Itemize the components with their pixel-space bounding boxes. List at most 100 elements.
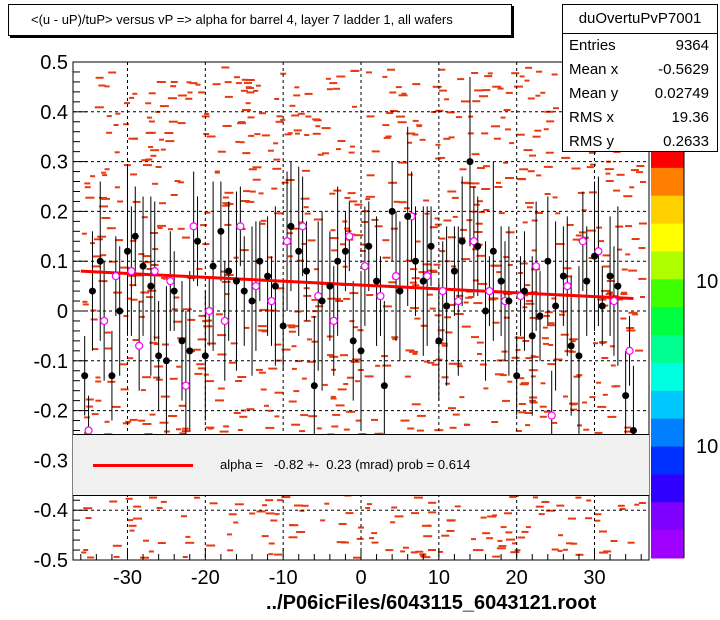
hist-cell — [631, 238, 640, 240]
hist-cell — [99, 205, 108, 208]
open-marker — [625, 346, 634, 355]
hist-cell — [365, 507, 371, 509]
hist-cell — [92, 348, 99, 351]
hist-cell — [237, 429, 243, 431]
hist-cell — [446, 530, 455, 532]
hist-cell — [405, 349, 415, 352]
hist-cell — [217, 353, 227, 356]
hist-cell — [476, 549, 484, 552]
hist-cell — [543, 128, 549, 131]
hist-cell — [626, 329, 636, 332]
filled-marker — [162, 357, 170, 365]
hist-cell — [343, 297, 351, 300]
hist-cell — [146, 296, 154, 299]
hist-cell — [487, 515, 497, 518]
x-tick-label: 20 — [506, 567, 528, 589]
hist-cell — [289, 227, 299, 230]
hist-cell — [246, 91, 255, 94]
open-marker — [391, 272, 401, 281]
hist-cell — [621, 291, 627, 294]
y-tick-label: 0.4 — [40, 102, 68, 124]
hist-cell — [510, 551, 520, 554]
palette-swatch — [651, 279, 684, 308]
hist-cell — [91, 265, 101, 268]
hist-cell — [605, 180, 614, 182]
hist-cell — [155, 166, 162, 168]
hist-cell — [316, 427, 322, 430]
hist-cell — [101, 171, 107, 174]
filled-marker — [88, 287, 96, 295]
hist-cell — [544, 193, 551, 195]
hist-cell — [97, 235, 107, 238]
hist-cell — [610, 540, 618, 542]
filled-marker — [248, 297, 256, 305]
hist-cell — [273, 142, 279, 145]
hist-cell — [271, 187, 278, 190]
hist-cell — [448, 136, 455, 139]
hist-cell — [364, 375, 374, 378]
palette-label: 10 — [696, 271, 718, 293]
hist-cell — [398, 201, 407, 204]
hist-cell — [434, 223, 442, 226]
filled-marker — [116, 307, 124, 315]
hist-cell — [81, 551, 87, 554]
hist-cell — [112, 544, 122, 547]
hist-cell — [109, 500, 118, 503]
hist-cell — [472, 549, 478, 552]
hist-cell — [237, 122, 246, 125]
hist-cell — [353, 556, 361, 559]
hist-cell — [243, 190, 251, 193]
hist-cell — [148, 92, 156, 95]
hist-cell — [362, 210, 369, 213]
hist-cell — [566, 542, 573, 545]
palette-swatch — [651, 335, 684, 364]
hist-cell — [94, 238, 103, 241]
hist-cell — [315, 125, 321, 128]
hist-cell — [260, 222, 266, 225]
hist-cell — [390, 521, 396, 524]
hist-cell — [148, 550, 154, 553]
hist-cell — [343, 383, 349, 385]
hist-cell — [130, 173, 138, 176]
y-tick-label: 0.3 — [40, 152, 68, 174]
hist-cell — [483, 387, 489, 390]
hist-cell — [329, 237, 339, 240]
hist-cell — [511, 356, 520, 359]
stats-box: duOvertuPvP7001 Entries 9364 Mean x -0.562… — [562, 4, 718, 152]
hist-cell — [440, 342, 448, 345]
open-marker — [298, 222, 307, 231]
hist-cell — [385, 549, 394, 552]
hist-cell — [275, 287, 285, 290]
hist-cell — [503, 292, 513, 295]
hist-cell — [205, 426, 215, 429]
hist-cell — [635, 349, 644, 352]
stats-value: 9364 — [675, 37, 709, 54]
hist-cell — [382, 239, 390, 242]
hist-cell — [181, 427, 189, 430]
hist-cell — [126, 297, 132, 300]
hist-cell — [496, 547, 506, 550]
hist-cell — [176, 365, 182, 368]
hist-cell — [293, 94, 301, 97]
open-marker — [220, 316, 229, 326]
hist-cell — [148, 120, 155, 123]
hist-cell — [428, 501, 437, 504]
x-tick-label: 0 — [355, 567, 366, 589]
hist-cell — [182, 308, 192, 311]
x-tick-label: -10 — [269, 567, 298, 589]
hist-cell — [104, 85, 110, 88]
hist-cell — [132, 200, 141, 203]
hist-cell — [555, 243, 565, 245]
hist-cell — [106, 131, 113, 134]
hist-cell — [200, 224, 208, 227]
hist-cell — [215, 313, 223, 316]
hist-cell — [588, 257, 594, 259]
hist-cell — [540, 91, 546, 94]
hist-cell — [147, 131, 156, 134]
hist-cell — [83, 416, 90, 419]
hist-cell — [123, 315, 129, 317]
hist-cell — [313, 218, 323, 221]
x-tick-label: 30 — [583, 567, 605, 589]
hist-cell — [434, 217, 440, 220]
hist-cell — [416, 429, 424, 432]
